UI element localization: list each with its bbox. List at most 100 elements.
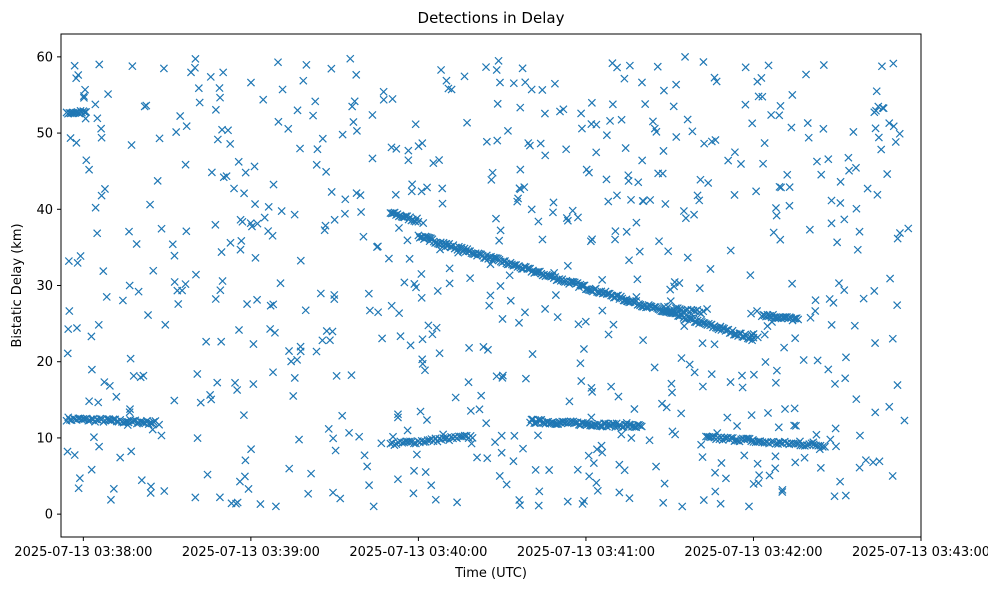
data-point [827, 320, 836, 329]
data-point [278, 85, 287, 94]
data-point [497, 448, 506, 457]
data-point [233, 385, 242, 395]
data-point [81, 114, 90, 123]
data-point [477, 391, 486, 400]
data-point [139, 371, 148, 380]
data-point [626, 195, 636, 204]
data-point [744, 502, 754, 511]
data-point [463, 118, 472, 127]
data-point [630, 404, 639, 414]
data-point [126, 354, 135, 363]
data-point [597, 441, 606, 450]
data-point [855, 463, 864, 472]
data-point [518, 64, 527, 73]
data-point [741, 100, 750, 109]
data-point [791, 314, 800, 323]
data-point [533, 268, 542, 277]
data-point [785, 201, 794, 210]
data-point [580, 496, 589, 505]
data-point [502, 480, 511, 489]
data-point [510, 431, 519, 440]
data-point [657, 399, 667, 408]
data-point [788, 90, 797, 99]
data-point [100, 184, 109, 193]
data-point [841, 374, 850, 383]
y-axis-title: Bistatic Delay (km) [10, 223, 25, 347]
data-point [850, 321, 859, 330]
data-point [368, 154, 377, 163]
data-point [677, 354, 686, 363]
data-point [604, 330, 613, 339]
data-point [352, 70, 361, 79]
data-point [521, 374, 530, 383]
data-point [137, 476, 146, 485]
data-point [422, 415, 432, 425]
data-point [104, 90, 113, 99]
data-point [269, 180, 278, 189]
data-point [340, 209, 349, 218]
data-point [387, 143, 396, 152]
data-point [324, 424, 333, 433]
data-point [666, 285, 675, 294]
data-point [404, 156, 413, 165]
data-point [105, 381, 114, 390]
data-point [79, 92, 88, 101]
data-point [801, 70, 811, 79]
data-point [612, 191, 621, 200]
data-point [309, 111, 318, 120]
data-point [174, 300, 183, 309]
data-point [668, 388, 677, 397]
data-point [803, 119, 812, 128]
data-point [622, 297, 631, 306]
data-point [95, 442, 104, 451]
x-tick-label: 2025-07-13 03:41:00 [517, 545, 655, 560]
data-point [664, 247, 673, 256]
data-point [653, 62, 662, 71]
data-point [284, 347, 294, 356]
data-point [118, 296, 127, 305]
data-point [672, 132, 681, 142]
data-point [244, 484, 253, 493]
data-point [417, 269, 426, 278]
data-point [741, 63, 750, 72]
data-point [87, 332, 96, 341]
data-point [352, 189, 361, 198]
data-point [550, 268, 559, 277]
data-point [418, 355, 427, 364]
data-point [418, 139, 427, 148]
x-tick-label: 2025-07-13 03:43:00 [852, 545, 988, 560]
data-point [66, 134, 75, 143]
data-point [445, 264, 454, 273]
data-point [73, 258, 82, 267]
data-point [749, 370, 758, 379]
data-point [833, 238, 842, 247]
data-point [585, 472, 594, 481]
data-point [830, 492, 839, 501]
data-point [392, 144, 401, 153]
data-point [602, 131, 611, 140]
data-point [553, 313, 562, 322]
data-point [754, 478, 763, 488]
data-point [874, 102, 883, 111]
data-point [170, 396, 179, 405]
data-point [364, 289, 373, 298]
data-point [276, 279, 285, 288]
data-point [736, 159, 746, 168]
data-point [778, 485, 787, 494]
data-point [112, 392, 121, 401]
data-point [390, 441, 399, 450]
data-point [659, 146, 668, 155]
x-tick-label: 2025-07-13 03:42:00 [684, 545, 822, 560]
data-point [219, 68, 228, 77]
data-point [520, 183, 529, 192]
data-point [132, 239, 141, 249]
data-point [295, 435, 304, 444]
data-point [749, 479, 758, 489]
data-point [359, 232, 368, 241]
data-point [451, 393, 460, 402]
data-point [799, 355, 808, 365]
data-point [592, 478, 601, 487]
data-point [485, 301, 494, 310]
data-point [155, 420, 164, 429]
